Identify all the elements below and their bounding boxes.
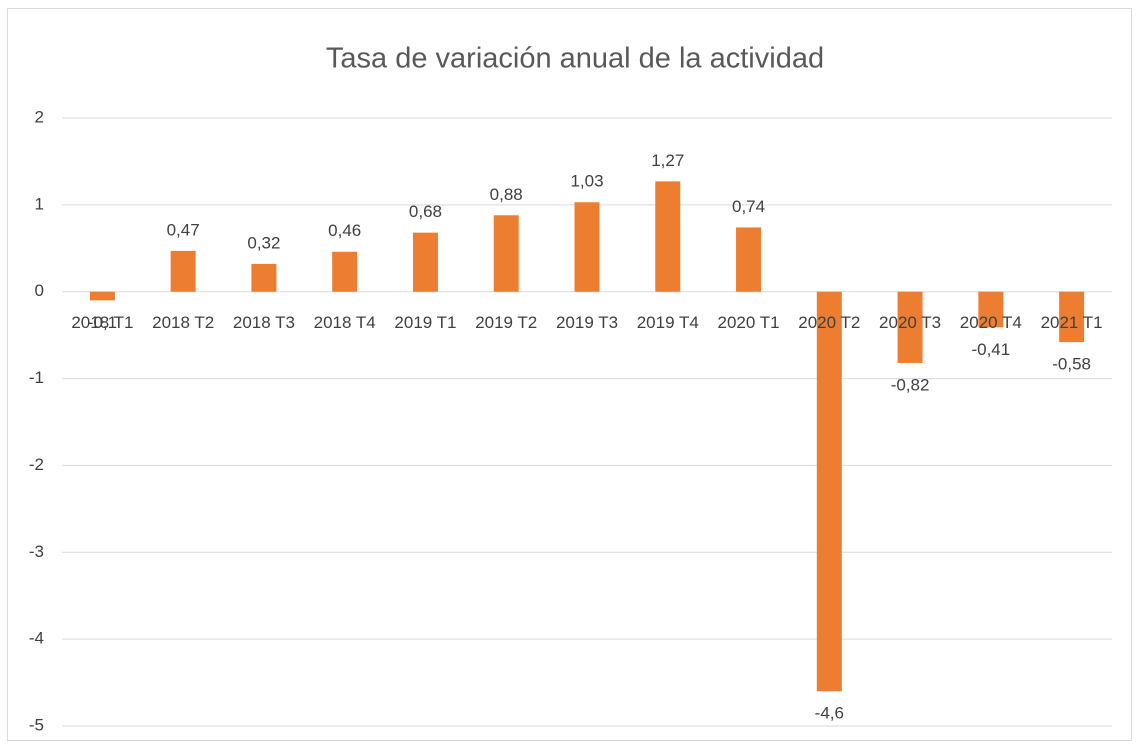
x-tick-label: 2019 T2 [475, 313, 537, 332]
chart-border [7, 8, 1132, 741]
bar [332, 251, 358, 292]
x-tick-label: 2018 T2 [152, 313, 214, 332]
data-label: 0,46 [328, 221, 361, 240]
x-tick-label: 2019 T1 [394, 313, 456, 332]
bar [1059, 291, 1085, 343]
data-label: 0,68 [409, 202, 442, 221]
data-label: -0,82 [891, 375, 930, 394]
data-label: 0,88 [490, 185, 523, 204]
data-label: -0,41 [971, 340, 1010, 359]
x-tick-label: 2021 T1 [1041, 313, 1103, 332]
bar [655, 181, 681, 292]
bar [816, 291, 842, 692]
bar [897, 291, 923, 363]
bar [978, 291, 1004, 328]
x-tick-label: 2020 T3 [879, 313, 941, 332]
x-tick-label: 2020 T4 [960, 313, 1022, 332]
bar [736, 227, 762, 292]
bar [412, 232, 438, 292]
data-label: 0,74 [732, 197, 765, 216]
x-tick-label: 2020 T1 [717, 313, 779, 332]
x-tick-label: 2018 T1 [71, 313, 133, 332]
x-tick-label: 2020 T2 [798, 313, 860, 332]
bar [251, 263, 277, 292]
x-tick-label: 2019 T4 [637, 313, 699, 332]
bar [89, 291, 115, 301]
y-tick-label: -1 [29, 368, 44, 387]
y-tick-label: -2 [29, 455, 44, 474]
data-label: -4,6 [815, 704, 844, 723]
x-tick-label: 2018 T3 [233, 313, 295, 332]
y-tick-label: -3 [29, 542, 44, 561]
y-tick-label: -5 [29, 715, 44, 734]
y-tick-label: 1 [35, 194, 44, 213]
data-label: 1,27 [651, 151, 684, 170]
data-label: 0,47 [167, 220, 200, 239]
y-tick-label: 0 [35, 281, 44, 300]
chart-title: Tasa de variación anual de la actividad [326, 43, 824, 75]
data-label: -0,58 [1052, 355, 1091, 374]
data-label: 1,03 [570, 172, 603, 191]
data-label: -0,1 [88, 313, 117, 332]
y-tick-label: -4 [29, 629, 44, 648]
x-tick-label: 2019 T3 [556, 313, 618, 332]
x-tick-label: 2018 T4 [314, 313, 376, 332]
data-label: 0,32 [247, 233, 280, 252]
bar [574, 202, 600, 292]
y-tick-label: 2 [35, 107, 44, 126]
bar [170, 250, 196, 292]
bar [493, 215, 519, 292]
